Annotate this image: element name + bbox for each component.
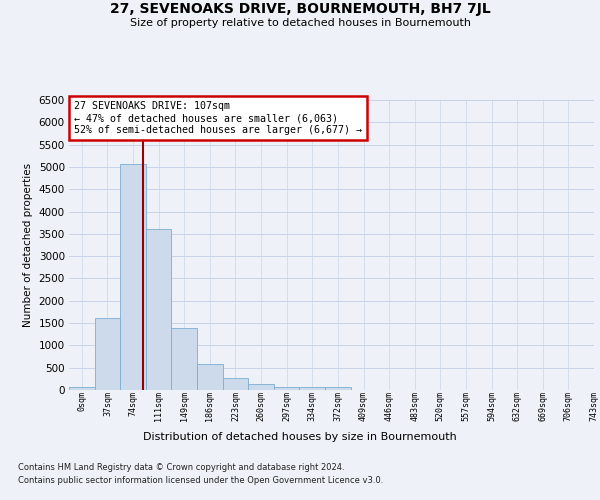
Bar [197, 364, 223, 390]
Bar [274, 386, 299, 390]
Bar [325, 386, 351, 390]
Y-axis label: Number of detached properties: Number of detached properties [23, 163, 33, 327]
Bar [120, 164, 146, 390]
Text: Distribution of detached houses by size in Bournemouth: Distribution of detached houses by size … [143, 432, 457, 442]
Text: Contains HM Land Registry data © Crown copyright and database right 2024.: Contains HM Land Registry data © Crown c… [18, 462, 344, 471]
Bar [95, 318, 120, 390]
Text: 27 SEVENOAKS DRIVE: 107sqm
← 47% of detached houses are smaller (6,063)
52% of s: 27 SEVENOAKS DRIVE: 107sqm ← 47% of deta… [74, 102, 362, 134]
Bar [69, 386, 95, 390]
Bar [248, 384, 274, 390]
Text: Contains public sector information licensed under the Open Government Licence v3: Contains public sector information licen… [18, 476, 383, 485]
Bar [146, 230, 172, 390]
Bar [223, 378, 248, 390]
Bar [172, 328, 197, 390]
Bar [299, 386, 325, 390]
Text: Size of property relative to detached houses in Bournemouth: Size of property relative to detached ho… [130, 18, 470, 28]
Text: 27, SEVENOAKS DRIVE, BOURNEMOUTH, BH7 7JL: 27, SEVENOAKS DRIVE, BOURNEMOUTH, BH7 7J… [110, 2, 490, 16]
